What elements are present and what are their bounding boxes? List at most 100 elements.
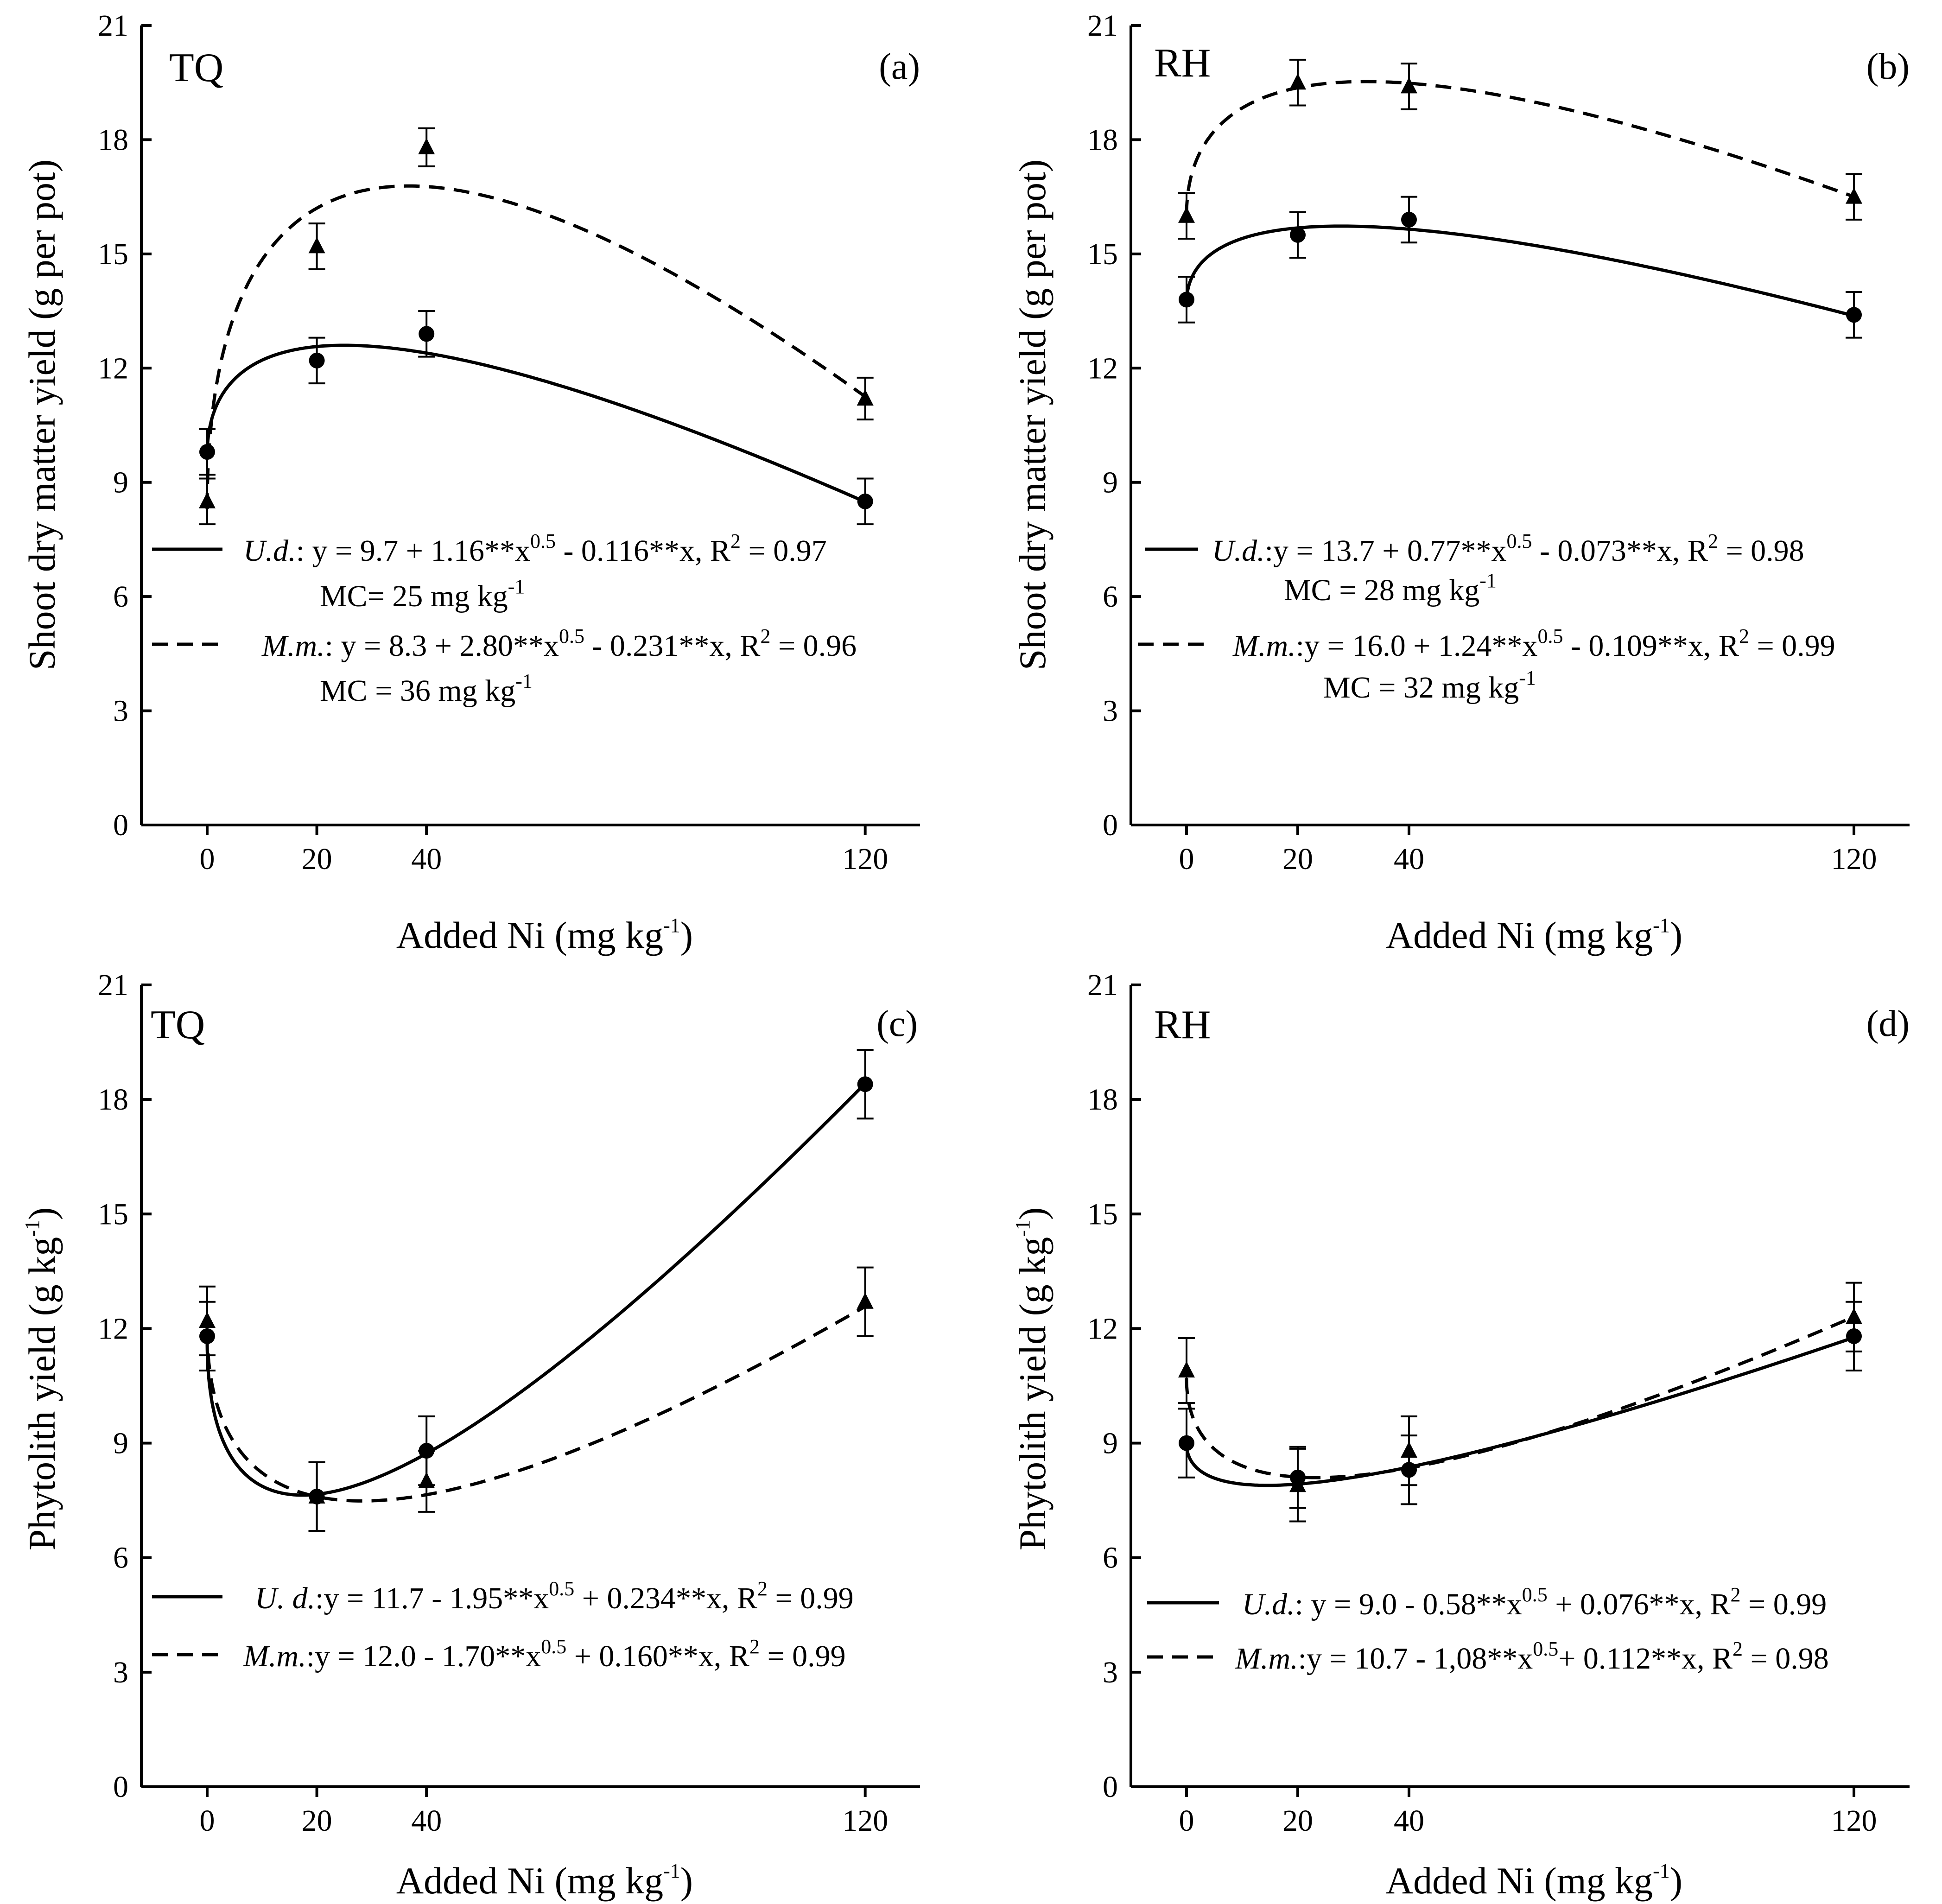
legend-mc-ud-sup: -1 <box>1479 569 1497 592</box>
data-point-mm <box>308 237 325 254</box>
legend-mc-ud-main: MC= 25 mg kg <box>320 579 508 613</box>
y-tick-label: 9 <box>1103 1427 1118 1460</box>
panel-c-x-axis-title: Added Ni (mg kg-1) <box>396 1860 693 1902</box>
legend-eq-mm-a-sup: 0.5 <box>559 625 584 647</box>
y-tick-label: 0 <box>1103 808 1118 842</box>
legend-eq-ud-b: + 0.076**x, R <box>1548 1587 1731 1621</box>
legend-equation-mm: M.m.:y = 12.0 - 1.70**x0.5 + 0.160**x, R… <box>243 1635 846 1673</box>
panel-c-panel-label: (c) <box>876 1003 918 1044</box>
y-tick-label: 18 <box>98 123 128 157</box>
x-tick-label: 120 <box>1831 1804 1877 1838</box>
data-point-ud <box>1401 211 1417 228</box>
legend-eq-ud-a-sup: 0.5 <box>1522 1583 1548 1606</box>
data-point-mm <box>1846 1307 1862 1324</box>
x-tick-label: 40 <box>411 842 442 876</box>
legend-eq-ud-b-sup: 2 <box>730 530 741 552</box>
y-tick-label: 9 <box>113 466 128 500</box>
legend-mc-mm: MC = 32 mg kg-1 <box>1323 666 1536 704</box>
data-point-ud <box>1290 227 1306 243</box>
legend-eq-ud-b-sup: 2 <box>1708 530 1718 552</box>
y-tick-label: 3 <box>1103 694 1118 728</box>
legend-eq-ud-a-sup: 0.5 <box>530 530 556 552</box>
legend-mc-mm-sup: -1 <box>515 670 533 692</box>
panel-b-y-axis-title: Shoot dry matter yield (g per pot) <box>1011 159 1054 670</box>
panel-b-x-axis-title-sup: -1 <box>1653 914 1670 937</box>
y-tick-label: 6 <box>113 580 128 614</box>
legend-eq-ud-c: = 0.98 <box>1718 534 1804 568</box>
data-point-mm <box>198 492 216 508</box>
y-tick-label: 0 <box>113 1770 128 1804</box>
x-tick-label: 40 <box>1394 842 1424 876</box>
legend-eq-ud-a: : y = 9.0 - 0.58**x <box>1295 1587 1522 1621</box>
y-tick-label: 18 <box>98 1083 128 1117</box>
panel-d-legend: U.d.: y = 9.0 - 0.58**x0.5 + 0.076**x, R… <box>1147 1583 1829 1676</box>
legend-equation-ud: U.d.: y = 9.0 - 0.58**x0.5 + 0.076**x, R… <box>1242 1583 1827 1621</box>
panel-a-x-axis-title-close: ) <box>680 914 693 956</box>
legend-eq-mm-a: :y = 10.7 - 1,08**x <box>1298 1642 1533 1676</box>
panel-d-y-axis-title: Phytolith yield (g kg-1) <box>1011 1207 1054 1550</box>
legend-eq-ud-b: + 0.234**x, R <box>574 1581 757 1615</box>
y-tick-label: 12 <box>98 1312 128 1345</box>
legend-eq-mm-b: - 0.109**x, R <box>1563 629 1739 663</box>
legend-mc-ud: MC = 28 mg kg-1 <box>1284 569 1497 607</box>
legend-eq-ud-c: = 0.99 <box>1740 1587 1827 1621</box>
y-tick-label: 21 <box>98 9 128 43</box>
panel-d-panel-label: (d) <box>1866 1003 1910 1044</box>
panel-b-x-axis-title-close: ) <box>1670 914 1682 956</box>
panel-b-plot: 0 3 6 9 12 15 18 21 0 20 40 120 <box>1087 9 1910 876</box>
fit-curve-ud <box>1185 1336 1855 1487</box>
legend-eq-ud-a-sup: 0.5 <box>1506 530 1532 552</box>
legend-eq-mm-a-sup: 0.5 <box>541 1635 566 1658</box>
data-point-mm <box>1178 1361 1195 1378</box>
legend-eq-mm-c: = 0.96 <box>770 629 857 663</box>
x-tick-label: 40 <box>1394 1804 1424 1838</box>
legend-eq-ud-a-sup: 0.5 <box>549 1577 574 1600</box>
y-tick-label: 9 <box>113 1427 128 1460</box>
legend-eq-mm-b: - 0.231**x, R <box>584 629 761 663</box>
legend-mc-mm-main: MC = 36 mg kg <box>320 674 515 708</box>
panel-c-y-axis-title-main: Phytolith yield (g kg <box>21 1237 63 1551</box>
panel-b-site-label: RH <box>1154 41 1211 86</box>
legend-mc-mm: MC = 36 mg kg-1 <box>320 670 533 708</box>
panel-d-y-axis-title-sup: -1 <box>1011 1220 1034 1237</box>
x-tick-label: 40 <box>411 1804 442 1838</box>
legend-eq-mm-a-sup: 0.5 <box>1537 625 1563 647</box>
legend-equation-ud: U.d.:y = 13.7 + 0.77**x0.5 - 0.073**x, R… <box>1212 530 1804 568</box>
legend-eq-mm-b-sup: 2 <box>1739 625 1749 647</box>
panel-c-y-axis-title: Phytolith yield (g kg-1) <box>21 1207 63 1550</box>
fit-curve-ud <box>205 1082 867 1497</box>
y-tick-label: 15 <box>1087 237 1118 271</box>
panel-c-x-axis-title-sup: -1 <box>663 1860 680 1882</box>
legend-equation-mm: M.m.:y = 16.0 + 1.24**x0.5 - 0.109**x, R… <box>1232 625 1835 663</box>
panel-a-site-label: TQ <box>169 45 223 90</box>
legend-eq-mm-b: + 0.112**x, R <box>1558 1642 1733 1676</box>
y-tick-label: 3 <box>113 1656 128 1689</box>
legend-eq-mm-a: : y = 8.3 + 2.80**x <box>325 629 559 663</box>
fit-curve-ud <box>1185 224 1854 317</box>
legend-eq-ud-c: = 0.97 <box>741 534 827 568</box>
panel-d-x-axis-title-main: Added Ni (mg kg <box>1386 1860 1653 1902</box>
y-tick-label: 6 <box>113 1541 128 1575</box>
legend-eq-mm-b: + 0.160**x, R <box>566 1639 749 1673</box>
y-tick-label: 0 <box>1103 1770 1118 1804</box>
panel-d-y-axis-title-close: ) <box>1011 1207 1054 1220</box>
panel-c-y-axis-title-close: ) <box>21 1207 63 1220</box>
legend-equation-mm: M.m.:y = 10.7 - 1,08**x0.5+ 0.112**x, R2… <box>1235 1637 1829 1676</box>
legend-species-ud: U.d. <box>1212 534 1265 568</box>
legend-eq-mm-a-sup: 0.5 <box>1533 1637 1558 1660</box>
x-tick-label: 120 <box>842 1804 888 1838</box>
legend-species-ud: U. d. <box>255 1581 315 1615</box>
y-tick-label: 3 <box>1103 1656 1118 1689</box>
legend-species-mm: M.m. <box>261 629 325 663</box>
panel-a-x-axis-title-main: Added Ni (mg kg <box>396 914 663 956</box>
y-tick-label: 21 <box>1087 9 1118 43</box>
y-tick-label: 9 <box>1103 466 1118 500</box>
data-point-mm <box>857 389 874 406</box>
panel-a-plot: 0 3 6 9 12 15 18 21 0 20 40 120 <box>98 9 920 876</box>
data-point-mm <box>1846 187 1862 204</box>
x-tick-label: 120 <box>1831 842 1877 876</box>
y-tick-label: 12 <box>98 351 128 385</box>
panel-c-plot: 0 3 6 9 12 15 18 21 0 20 40 120 <box>98 968 920 1838</box>
panel-b-x-axis-title-main: Added Ni (mg kg <box>1386 914 1653 956</box>
panel-a-x-axis-title: Added Ni (mg kg-1) <box>396 914 693 956</box>
